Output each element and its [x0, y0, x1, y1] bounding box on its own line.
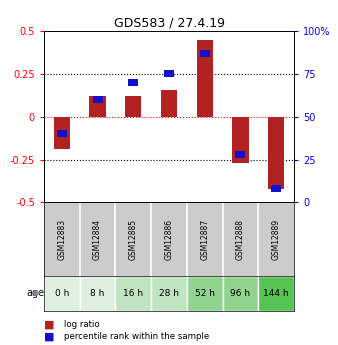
Bar [258, 276, 294, 310]
Title: GDS583 / 27.4.19: GDS583 / 27.4.19 [114, 17, 224, 30]
Text: ■: ■ [44, 320, 54, 330]
Text: 28 h: 28 h [159, 289, 179, 298]
Bar [44, 276, 80, 310]
Text: GSM12889: GSM12889 [272, 218, 281, 260]
Text: percentile rank within the sample: percentile rank within the sample [64, 332, 210, 341]
Bar [223, 276, 258, 310]
Bar [233, 117, 248, 163]
Bar [268, 117, 284, 189]
Bar [236, 151, 245, 158]
Text: GSM12887: GSM12887 [200, 218, 209, 260]
Bar [90, 96, 105, 117]
Text: age: age [26, 288, 45, 298]
Text: GSM12885: GSM12885 [129, 218, 138, 260]
Bar [187, 276, 223, 310]
Text: ■: ■ [44, 332, 54, 341]
Text: GSM12888: GSM12888 [236, 219, 245, 259]
Bar [271, 185, 281, 192]
Bar [161, 90, 177, 117]
Text: GSM12883: GSM12883 [57, 218, 66, 260]
Bar [164, 70, 174, 77]
Bar [197, 40, 213, 117]
Bar [57, 130, 67, 137]
Bar [200, 50, 210, 57]
Bar [54, 117, 70, 149]
Text: 52 h: 52 h [195, 289, 215, 298]
Bar [125, 96, 141, 117]
Bar [151, 276, 187, 310]
Bar [80, 276, 115, 310]
Text: GSM12884: GSM12884 [93, 218, 102, 260]
Text: log ratio: log ratio [64, 321, 100, 329]
Text: 96 h: 96 h [231, 289, 250, 298]
Text: 144 h: 144 h [263, 289, 289, 298]
Text: 8 h: 8 h [90, 289, 105, 298]
Text: 0 h: 0 h [55, 289, 69, 298]
Bar [128, 79, 138, 86]
Bar [93, 96, 102, 103]
Text: 16 h: 16 h [123, 289, 143, 298]
Text: GSM12886: GSM12886 [165, 218, 173, 260]
Bar [115, 276, 151, 310]
